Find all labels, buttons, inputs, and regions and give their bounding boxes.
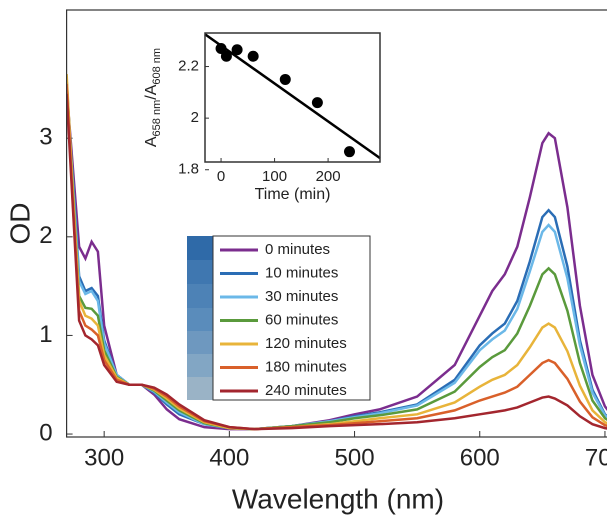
x-tick-label: 500: [335, 444, 375, 471]
y-axis-label: A658 nm/A608 nm: [143, 48, 163, 147]
swatch: [187, 260, 213, 284]
swatch: [187, 377, 213, 400]
data-point: [343, 146, 355, 158]
legend-box: [212, 235, 371, 401]
axes-frame: [204, 32, 381, 163]
y-axis-label: OD: [4, 203, 35, 245]
y-tick-label: 2: [191, 109, 199, 126]
legend-label: 60 minutes: [265, 311, 338, 328]
legend-label: 30 minutes: [265, 288, 338, 305]
legend-label: 10 minutes: [265, 264, 338, 281]
x-axis-label: Wavelength (nm): [232, 483, 444, 514]
spectrum-line: [66, 93, 607, 431]
y-tick-label: 1: [39, 321, 52, 348]
legend-label: 120 minutes: [265, 335, 347, 352]
data-point: [247, 50, 259, 62]
data-point: [220, 50, 232, 62]
y-label-subscript: 608 nm: [151, 48, 163, 85]
y-tick-label: 2.2: [178, 58, 199, 75]
swatch: [187, 308, 213, 331]
y-tick-label: 2: [39, 222, 52, 249]
legend-label: 240 minutes: [265, 382, 347, 399]
x-axis-label: Time (min): [255, 186, 331, 203]
x-tick-label: 0: [217, 168, 225, 185]
inset-plot: 0 100 200 1.8 2 2.2 Time (min) A658 nm/A608 nm: [143, 32, 381, 203]
x-tick-label: 300: [84, 444, 124, 471]
x-tick-label: 200: [316, 168, 341, 185]
y-label-subscript: 658 nm: [151, 100, 163, 137]
x-tick-label: 100: [262, 168, 287, 185]
x-tick-label: 700: [585, 444, 607, 471]
data-point: [231, 44, 243, 56]
swatch: [187, 236, 213, 260]
data-point: [279, 73, 291, 85]
axes-frame: [65, 9, 607, 438]
x-tick-label: 600: [460, 444, 500, 471]
spectrum-line: [66, 88, 607, 431]
y-label-part: /A: [143, 84, 160, 99]
swatch: [187, 354, 213, 377]
main-plot: 300 400 500 600 700 0 1 2 3 Wavelength (nm) OD: [4, 9, 607, 514]
swatch: [187, 331, 213, 354]
y-tick-label: 1.8: [178, 161, 199, 178]
y-tick-label: 3: [39, 124, 52, 151]
legend-label: 0 minutes: [265, 241, 330, 258]
swatch: [187, 284, 213, 308]
data-point: [215, 42, 227, 54]
fit-line: [204, 33, 381, 160]
data-point: [311, 97, 323, 109]
y-tick-label: 0: [39, 419, 52, 446]
legend-label: 180 minutes: [265, 358, 347, 375]
spectrum-line: [66, 83, 607, 431]
x-tick-label: 400: [209, 444, 249, 471]
y-label-part: A: [143, 136, 160, 147]
legend-swatches: [187, 236, 213, 400]
